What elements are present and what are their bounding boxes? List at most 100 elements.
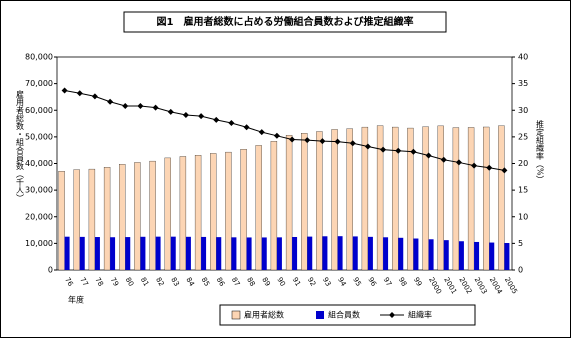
rate-marker xyxy=(213,116,220,123)
x-tick-label: 91 xyxy=(291,276,302,288)
bar xyxy=(110,237,116,270)
y-tick-label: 40,000 xyxy=(25,159,53,168)
rate-marker xyxy=(258,129,265,136)
bar xyxy=(498,125,505,271)
y-tick-label: 20,000 xyxy=(25,212,53,221)
y2-tick-label: 15 xyxy=(518,186,528,195)
bar xyxy=(216,237,222,270)
rate-marker xyxy=(410,148,417,155)
x-tick-label: 82 xyxy=(154,276,165,288)
bar xyxy=(64,236,70,270)
rate-marker xyxy=(319,138,326,145)
x-tick-label: 80 xyxy=(124,276,135,288)
x-tick-label: 90 xyxy=(275,276,286,288)
rate-marker xyxy=(167,108,174,115)
y-tick-label: 70,000 xyxy=(25,79,53,88)
rate-marker xyxy=(273,132,280,139)
y2-tick-label: 10 xyxy=(518,212,528,221)
plot-area xyxy=(56,56,513,271)
bar xyxy=(125,237,131,270)
bar xyxy=(307,236,313,270)
bar xyxy=(231,237,237,270)
bar xyxy=(79,236,85,270)
legend-label: 組合員数 xyxy=(328,310,360,320)
bar xyxy=(346,128,353,271)
x-tick-label: 87 xyxy=(230,276,241,288)
bar xyxy=(179,156,187,271)
x-tick-label: 85 xyxy=(200,276,211,288)
bar xyxy=(383,237,389,270)
rate-marker xyxy=(152,104,159,111)
rate-marker xyxy=(395,147,402,154)
bar xyxy=(483,126,490,271)
rate-marker xyxy=(228,120,235,127)
x-tick-label: 81 xyxy=(139,276,150,288)
legend-swatch xyxy=(316,311,324,319)
bar xyxy=(367,236,373,270)
legend-marker xyxy=(389,312,395,318)
x-tick-label: 94 xyxy=(336,276,348,288)
bar xyxy=(467,127,475,271)
rate-marker xyxy=(289,136,296,143)
x-tick-label: 98 xyxy=(397,276,408,288)
bar xyxy=(316,131,323,271)
y-tick-label: 60,000 xyxy=(25,106,53,115)
x-tick-label: 97 xyxy=(382,276,393,288)
y2-tick-label: 40 xyxy=(518,53,528,62)
x-tick-label: 89 xyxy=(260,276,271,288)
y-tick-label: 80,000 xyxy=(25,53,53,62)
bar xyxy=(225,151,232,271)
bar xyxy=(88,168,96,271)
bar xyxy=(246,237,252,270)
rate-marker xyxy=(501,167,508,174)
bar xyxy=(149,160,156,271)
bar xyxy=(301,133,308,271)
y2-tick-label: 35 xyxy=(518,79,528,88)
x-tick-label: 83 xyxy=(169,276,180,288)
bar xyxy=(322,236,328,270)
bar xyxy=(398,237,404,270)
bar xyxy=(270,141,278,271)
bar xyxy=(292,236,298,270)
rate-marker xyxy=(455,159,462,166)
bar xyxy=(134,162,141,271)
x-tick-label: 78 xyxy=(93,276,104,288)
bar xyxy=(94,237,100,270)
bar xyxy=(489,242,495,270)
rate-marker xyxy=(137,102,144,109)
bar xyxy=(170,236,176,270)
rate-marker xyxy=(243,124,250,131)
rate-marker xyxy=(380,146,387,153)
x-tick-label: 77 xyxy=(78,276,89,288)
bar xyxy=(392,126,399,271)
rate-marker xyxy=(486,164,493,171)
x-tick-label: 96 xyxy=(366,276,378,288)
x-tick-label: 93 xyxy=(321,276,332,288)
rate-marker xyxy=(471,162,478,169)
bar xyxy=(422,126,429,271)
rate-marker xyxy=(425,152,432,159)
bar xyxy=(504,243,510,270)
bar xyxy=(458,241,464,270)
rate-marker xyxy=(76,90,83,97)
y2-tick-label: 25 xyxy=(518,132,528,141)
bar xyxy=(240,149,247,271)
bar xyxy=(255,145,262,271)
bar xyxy=(443,240,449,270)
x-tick-label: 84 xyxy=(184,276,196,288)
rate-marker xyxy=(304,137,311,144)
bar xyxy=(428,239,434,270)
x-tick-label: 95 xyxy=(351,276,362,288)
title-box xyxy=(123,11,447,33)
x-tick-label: 76 xyxy=(63,276,75,288)
bar xyxy=(155,236,161,270)
y-tick-label: 10,000 xyxy=(25,239,53,248)
legend-label: 組織率 xyxy=(408,310,432,320)
bar xyxy=(201,236,207,270)
bar xyxy=(73,169,80,271)
x-tick-label: 79 xyxy=(109,276,120,288)
y-tick-label: 30,000 xyxy=(25,186,53,195)
x-tick-label: 99 xyxy=(412,276,423,288)
bar xyxy=(164,157,171,271)
